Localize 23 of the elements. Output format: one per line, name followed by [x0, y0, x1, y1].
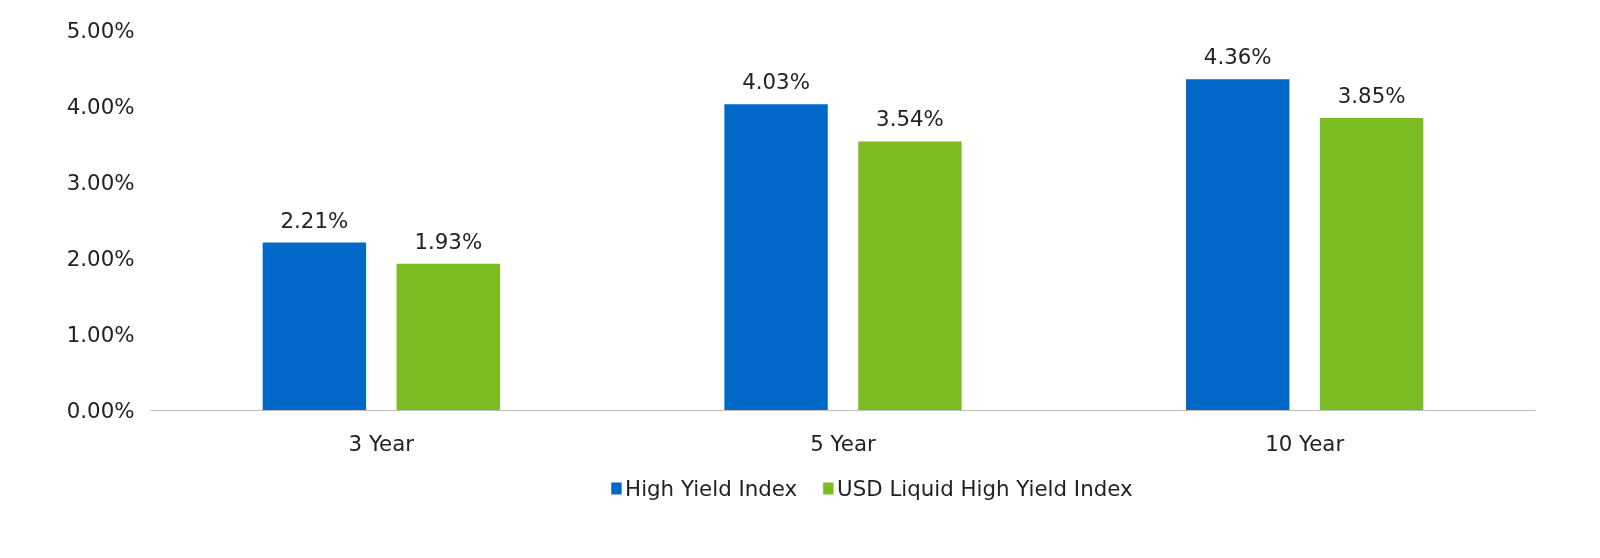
x-tick-label: 3 Year — [348, 430, 415, 456]
bar — [262, 242, 367, 411]
bar — [1186, 79, 1290, 411]
data-label: 1.93% — [414, 228, 483, 254]
y-tick-label: 5.00% — [66, 18, 135, 43]
y-tick-label: 2.00% — [66, 246, 135, 271]
y-tick-label: 3.00% — [66, 170, 135, 195]
y-tick-label: 0.00% — [66, 398, 135, 423]
data-label: 2.21% — [280, 207, 349, 233]
data-label: 3.85% — [1337, 82, 1406, 108]
y-tick-label: 4.00% — [66, 94, 135, 119]
x-tick-label: 10 Year — [1265, 430, 1345, 456]
bar — [724, 104, 828, 411]
data-label: 4.03% — [742, 69, 810, 95]
bar — [858, 141, 962, 411]
data-label: 4.36% — [1203, 44, 1272, 70]
legend-label: High Yield Index — [625, 476, 798, 501]
bar — [396, 263, 500, 411]
y-tick-label: 1.00% — [66, 322, 135, 347]
legend-label: USD Liquid High Yield Index — [837, 476, 1133, 501]
data-label: 3.54% — [876, 106, 944, 132]
bar — [1319, 117, 1424, 411]
x-tick-label: 5 Year — [810, 430, 876, 456]
